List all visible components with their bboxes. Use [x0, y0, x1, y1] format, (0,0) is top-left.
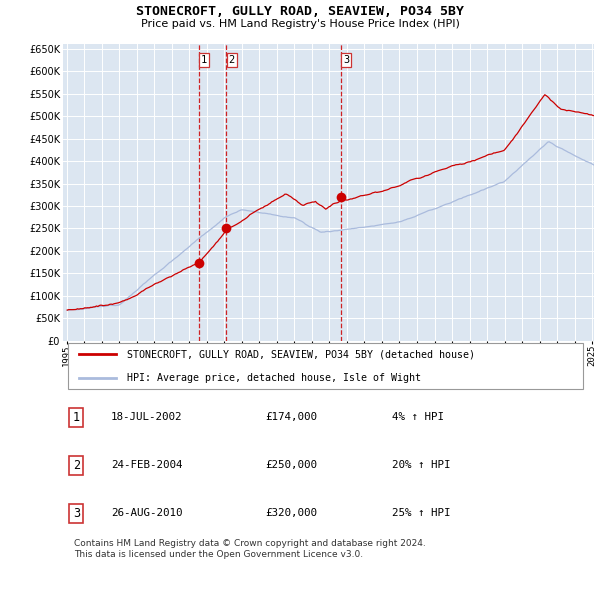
Text: STONECROFT, GULLY ROAD, SEAVIEW, PO34 5BY (detached house): STONECROFT, GULLY ROAD, SEAVIEW, PO34 5B…: [127, 349, 475, 359]
Text: 2: 2: [73, 459, 80, 472]
Text: 20% ↑ HPI: 20% ↑ HPI: [392, 460, 451, 470]
Text: £174,000: £174,000: [265, 412, 317, 422]
Text: 3: 3: [73, 507, 80, 520]
Text: 1: 1: [201, 55, 207, 65]
Text: Contains HM Land Registry data © Crown copyright and database right 2024.
This d: Contains HM Land Registry data © Crown c…: [74, 539, 425, 559]
Text: 4% ↑ HPI: 4% ↑ HPI: [392, 412, 444, 422]
Text: HPI: Average price, detached house, Isle of Wight: HPI: Average price, detached house, Isle…: [127, 373, 421, 382]
Text: 1: 1: [73, 411, 80, 424]
Text: £320,000: £320,000: [265, 509, 317, 519]
Text: STONECROFT, GULLY ROAD, SEAVIEW, PO34 5BY: STONECROFT, GULLY ROAD, SEAVIEW, PO34 5B…: [136, 5, 464, 18]
Text: 3: 3: [343, 55, 349, 65]
Text: 26-AUG-2010: 26-AUG-2010: [111, 509, 182, 519]
Text: 25% ↑ HPI: 25% ↑ HPI: [392, 509, 451, 519]
Text: 24-FEB-2004: 24-FEB-2004: [111, 460, 182, 470]
Text: 18-JUL-2002: 18-JUL-2002: [111, 412, 182, 422]
Text: 2: 2: [229, 55, 235, 65]
FancyBboxPatch shape: [68, 343, 583, 389]
Text: Price paid vs. HM Land Registry's House Price Index (HPI): Price paid vs. HM Land Registry's House …: [140, 19, 460, 30]
Text: £250,000: £250,000: [265, 460, 317, 470]
